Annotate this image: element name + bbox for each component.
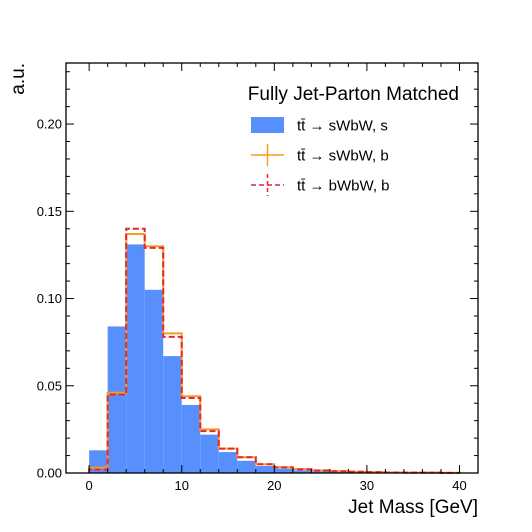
y-tick-label: 0.05 (37, 378, 62, 393)
filled-histogram-bar (311, 471, 330, 473)
filled-histogram-bar (255, 466, 275, 473)
y-tick-label: 0.15 (37, 204, 62, 219)
filled-histogram-bar (144, 289, 164, 473)
y-tick-label: 0.00 (37, 466, 62, 481)
filled-histogram-bar (218, 452, 238, 473)
legend-entry: tt̄ → sWbW, s (251, 117, 388, 135)
x-tick-label: 0 (86, 478, 93, 493)
axis-ticks (66, 63, 479, 474)
y-tick-label: 0.10 (37, 291, 62, 306)
legend-label: tt̄ → bWbW, b (297, 178, 390, 195)
plot-frame (65, 62, 479, 474)
legend-swatch-filled (251, 117, 284, 133)
x-tick-label: 30 (360, 478, 374, 493)
filled-histogram-bar (126, 244, 145, 473)
filled-histogram-bar (163, 356, 182, 473)
legend-label: tt̄ → sWbW, b (297, 148, 389, 165)
filled-histogram-bar (107, 326, 127, 473)
y-axis-title: a.u. (8, 63, 29, 95)
x-axis-title: Jet Mass [GeV] (348, 497, 478, 518)
legend-entry: tt̄ → bWbW, b (251, 174, 390, 196)
legend-entry: tt̄ → sWbW, b (251, 144, 389, 166)
filled-histogram-bar (181, 404, 201, 473)
x-tick-label: 40 (452, 478, 466, 493)
filled-histogram-bar (200, 434, 219, 473)
filled-histogram-layer (89, 244, 460, 473)
y-tick-label: 0.20 (37, 117, 62, 132)
tick-labels: 0 10 20 30 40 0.00 0.05 0.10 0.15 0.20 (37, 117, 467, 493)
legend-title: Fully Jet-Parton Matched (248, 84, 459, 105)
filled-histogram-bar (237, 460, 256, 473)
legend-label: tt̄ → sWbW, s (297, 118, 388, 135)
filled-histogram-bar (274, 468, 293, 473)
legend: tt̄ → sWbW, s tt̄ → sWbW, b tt̄ → bWbW, b (251, 117, 390, 196)
x-tick-label: 20 (267, 478, 281, 493)
filled-histogram-bar (292, 470, 312, 473)
x-tick-label: 10 (174, 478, 188, 493)
